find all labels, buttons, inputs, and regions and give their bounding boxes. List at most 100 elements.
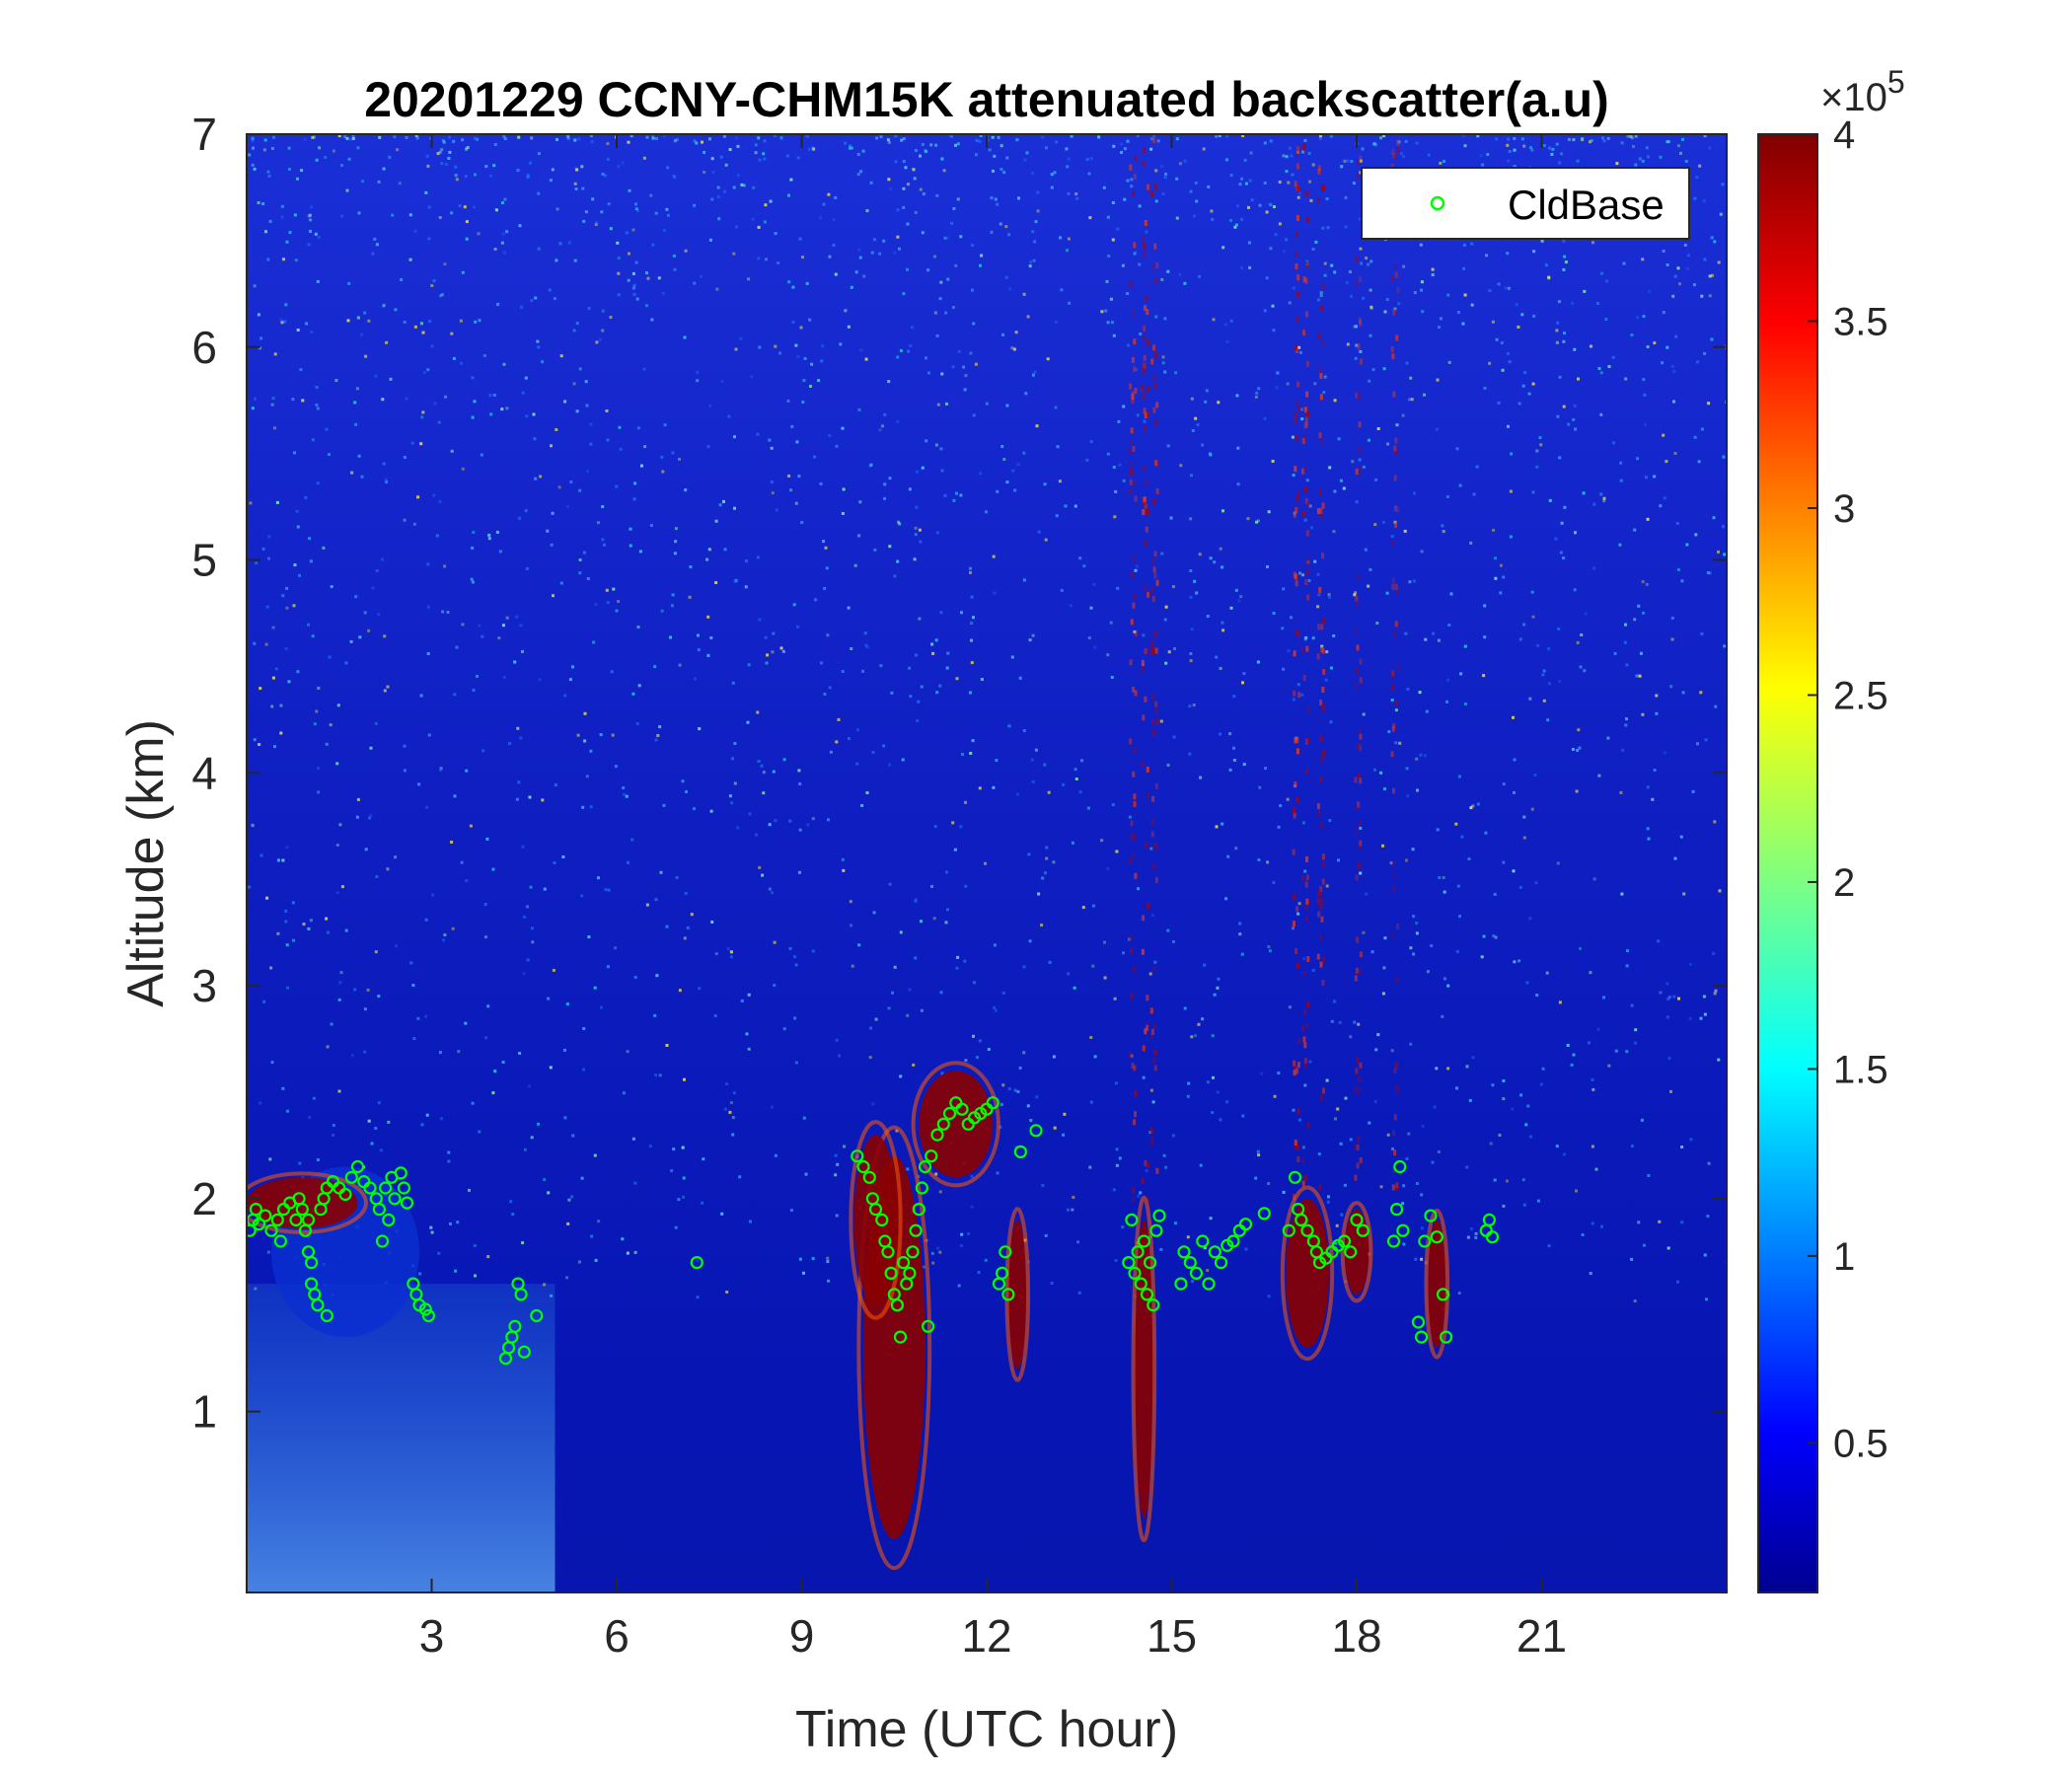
cldbase-series bbox=[247, 1096, 1500, 1366]
cldbase-point bbox=[400, 1196, 414, 1210]
cldbase-point bbox=[363, 1181, 377, 1195]
cldbase-point bbox=[1396, 1223, 1410, 1237]
cldbase-point bbox=[1389, 1202, 1404, 1217]
cldbase-point bbox=[690, 1255, 703, 1270]
cldbase-point bbox=[915, 1181, 929, 1195]
cldbase-point bbox=[372, 1202, 386, 1217]
cldbase-point bbox=[893, 1330, 908, 1344]
cldbase-point bbox=[868, 1202, 883, 1217]
cldbase-point bbox=[918, 1159, 932, 1174]
y-tick-label: 7 bbox=[191, 109, 217, 160]
colorbar-tick-label: 1 bbox=[1833, 1235, 1855, 1279]
cldbase-point bbox=[1140, 1288, 1154, 1301]
cldbase-point bbox=[1183, 1255, 1197, 1270]
y-tick-label: 4 bbox=[191, 747, 217, 798]
cldbase-point bbox=[249, 1202, 262, 1217]
colorbar-multiplier: ×105 bbox=[1820, 64, 1905, 119]
cldbase-point bbox=[890, 1298, 905, 1312]
cldbase-point bbox=[881, 1245, 895, 1259]
colorbar-gradient bbox=[1757, 133, 1818, 1593]
cldbase-point bbox=[909, 1223, 923, 1237]
x-tick-label: 3 bbox=[419, 1610, 445, 1662]
cldbase-point bbox=[517, 1345, 531, 1359]
cldbase-point bbox=[1196, 1234, 1210, 1248]
cldbase-point bbox=[930, 1128, 944, 1142]
cldbase-point bbox=[1189, 1266, 1204, 1281]
cldbase-point bbox=[273, 1234, 287, 1248]
cldbase-point bbox=[906, 1245, 920, 1259]
cldbase-point bbox=[1122, 1255, 1136, 1270]
cldbase-point bbox=[311, 1298, 325, 1312]
colorbar-tick-label: 1.5 bbox=[1833, 1048, 1888, 1091]
cldbase-point bbox=[301, 1213, 316, 1227]
cldbase-point bbox=[388, 1192, 402, 1206]
y-tick-label: 5 bbox=[191, 535, 217, 586]
colorbar-multiplier-exponent: 5 bbox=[1887, 64, 1905, 100]
legend-box bbox=[1361, 167, 1690, 240]
cldbase-point bbox=[375, 1234, 390, 1248]
cldbase-point bbox=[270, 1213, 284, 1227]
cldbase-point bbox=[1356, 1223, 1369, 1237]
cldbase-point bbox=[1414, 1330, 1429, 1344]
cldbase-point bbox=[1128, 1266, 1142, 1281]
cldbase-point bbox=[320, 1308, 333, 1323]
cldbase-point bbox=[350, 1159, 365, 1174]
y-tick-label: 3 bbox=[191, 960, 217, 1011]
cldbase-point bbox=[1143, 1255, 1157, 1270]
cldbase-point bbox=[394, 1166, 407, 1180]
y-axis: 1 2 3 4 5 6 7 bbox=[191, 109, 1727, 1438]
cldbase-point bbox=[508, 1319, 522, 1333]
cldbase-point bbox=[1013, 1145, 1028, 1159]
cldbase-point bbox=[1257, 1207, 1271, 1221]
cldbase-point bbox=[1147, 1298, 1160, 1312]
cldbase-point bbox=[382, 1213, 396, 1227]
cldbase-point bbox=[1485, 1230, 1500, 1244]
colorbar-tick-label: 4 bbox=[1833, 113, 1855, 157]
cldbase-point bbox=[1202, 1277, 1216, 1291]
cldbase-point bbox=[856, 1159, 870, 1174]
cldbase-point bbox=[379, 1181, 393, 1195]
cldbase-point bbox=[1137, 1234, 1151, 1248]
cldbase-point bbox=[264, 1223, 278, 1237]
cldbase-point bbox=[1029, 1124, 1043, 1138]
cldbase-point bbox=[305, 1255, 319, 1270]
colorbar-tick-label: 2 bbox=[1833, 861, 1855, 905]
cldbase-point bbox=[1174, 1277, 1188, 1291]
cldbase-point bbox=[1344, 1245, 1358, 1259]
x-tick-label: 15 bbox=[1147, 1610, 1197, 1662]
y-tick-label: 2 bbox=[191, 1173, 217, 1224]
cldbase-point bbox=[851, 1149, 864, 1163]
cldbase-point bbox=[421, 1308, 435, 1323]
cldbase-point bbox=[252, 1218, 266, 1231]
x-tick-label: 18 bbox=[1331, 1610, 1381, 1662]
x-tick-label: 9 bbox=[789, 1610, 815, 1662]
cldbase-point bbox=[1482, 1213, 1497, 1227]
cldbase-point bbox=[1226, 1234, 1240, 1248]
cldbase-point bbox=[1436, 1288, 1450, 1301]
cldbase-point bbox=[1125, 1213, 1139, 1227]
cldbase-point bbox=[1208, 1245, 1221, 1259]
cldbase-point bbox=[259, 1209, 272, 1222]
cldbase-point bbox=[1131, 1245, 1145, 1259]
cldbase-point bbox=[1295, 1213, 1308, 1227]
legend: CldBase bbox=[1361, 167, 1690, 240]
cldbase-point bbox=[1411, 1315, 1426, 1329]
cldbase-point bbox=[1337, 1234, 1352, 1248]
cldbase-point bbox=[995, 1266, 1009, 1281]
y-tick-label: 6 bbox=[191, 322, 217, 373]
cldbase-point bbox=[514, 1288, 528, 1301]
legend-entry-cldbase: CldBase bbox=[1508, 182, 1665, 228]
cldbase-point bbox=[925, 1149, 938, 1163]
cldbase-point bbox=[1424, 1209, 1438, 1222]
cldbase-point bbox=[912, 1202, 925, 1217]
cldbase-point bbox=[862, 1170, 876, 1184]
cldbase-point bbox=[289, 1213, 303, 1227]
cldbase-point bbox=[1386, 1234, 1401, 1248]
legend-marker-cldbase bbox=[1430, 195, 1445, 211]
cldbase-point bbox=[921, 1319, 935, 1333]
plot-area bbox=[246, 133, 1728, 1593]
cldbase-point bbox=[338, 1187, 352, 1202]
cldbase-point bbox=[1418, 1234, 1432, 1248]
cldbase-point bbox=[1238, 1218, 1253, 1231]
